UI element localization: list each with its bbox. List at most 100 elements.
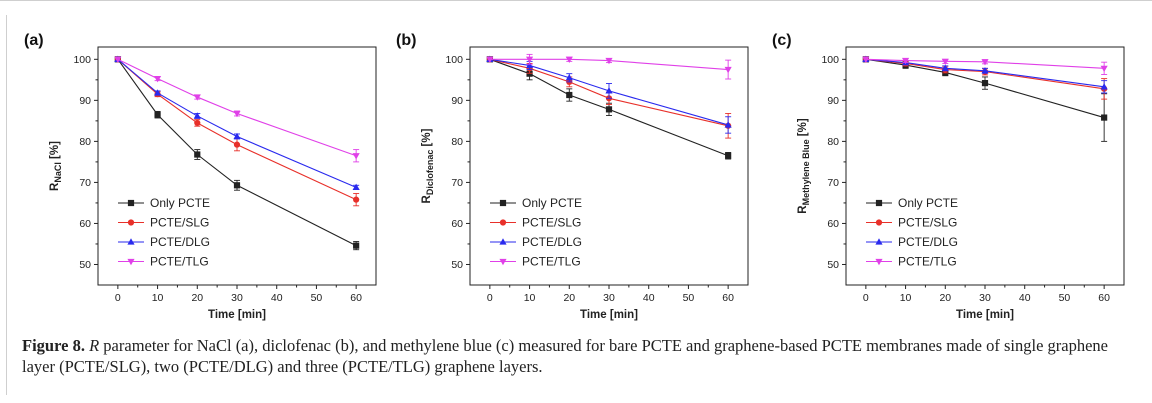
plot-frame-b — [469, 46, 749, 286]
x-tick-label-b-20: 20 — [563, 292, 575, 304]
x-tick-label-a-40: 40 — [271, 292, 283, 304]
legend-c: Only PCTE PCTE/SLG PCTE/DLG PCTE/TLG — [866, 196, 958, 269]
legend-label-c-2: PCTE/DLG — [898, 235, 958, 249]
data-point-a-1-2 — [194, 119, 201, 127]
legend-marker-c-0 — [875, 199, 883, 207]
x-tick-label-b-40: 40 — [643, 292, 655, 304]
data-point-b-2-3 — [605, 87, 613, 94]
x-tick-label-a-20: 20 — [191, 292, 203, 304]
y-axis-title-main-a: R — [49, 182, 61, 191]
x-tick-label-b-60: 60 — [722, 292, 734, 304]
x-tick-label-c-0: 0 — [863, 292, 869, 304]
legend-marker-b-2 — [499, 238, 507, 245]
legend-b: Only PCTE PCTE/SLG PCTE/DLG PCTE/TLG — [490, 196, 582, 269]
data-point-c-2-4 — [1100, 83, 1108, 90]
legend-marker-a-2 — [127, 238, 135, 245]
y-tick-label-a-70: 70 — [79, 177, 91, 189]
y-tick-label-b-50: 50 — [451, 259, 463, 271]
legend-marker-a-1 — [127, 219, 135, 226]
data-point-a-0-4 — [353, 242, 360, 249]
data-point-c-3-3 — [981, 59, 989, 66]
x-tick-label-b-10: 10 — [524, 292, 536, 304]
x-tick-label-b-0: 0 — [487, 292, 493, 304]
legend-label-c-1: PCTE/SLG — [898, 216, 957, 230]
x-tick-label-c-20: 20 — [939, 292, 951, 304]
data-point-b-2-1 — [526, 61, 534, 69]
y-axis-title-sub-a: NaCl — [53, 162, 63, 183]
x-tick-label-c-40: 40 — [1019, 292, 1031, 304]
y-tick-label-b-60: 60 — [451, 218, 463, 230]
x-tick-label-c-10: 10 — [900, 292, 912, 304]
y-tick-label-b-80: 80 — [451, 136, 463, 148]
data-point-a-2-4 — [352, 183, 360, 190]
x-tick-label-c-50: 50 — [1059, 292, 1071, 304]
series-a-2 — [114, 55, 360, 190]
panel-label-a: (a) — [24, 32, 44, 49]
panel-label-c: (c) — [772, 32, 792, 49]
caption-label: Figure 8. — [22, 336, 85, 355]
data-point-c-3-2 — [941, 58, 949, 66]
legend-label-a-0: Only PCTE — [150, 196, 210, 210]
y-tick-label-a-50: 50 — [79, 259, 91, 271]
legend-marker-b-3 — [499, 258, 507, 266]
x-tick-label-a-50: 50 — [311, 292, 323, 304]
data-point-c-0-4 — [1101, 114, 1108, 121]
panel-label-b: (b) — [396, 32, 416, 49]
x-tick-label-b-50: 50 — [683, 292, 695, 304]
y-tick-label-a-60: 60 — [79, 218, 91, 230]
data-point-b-3-2 — [565, 56, 573, 64]
series-line-a-2 — [117, 58, 357, 188]
chart-panel-a: (a) 0 10 20 30 40 50 60 50 60 70 80 90 100 Time [min] R… — [24, 32, 377, 321]
data-point-c-3-4 — [1100, 65, 1108, 73]
data-point-a-0-2 — [194, 151, 201, 158]
y-axis-title-suffix-b: [%] — [421, 128, 433, 149]
legend-label-c-3: PCTE/TLG — [898, 255, 957, 269]
legend-label-a-1: PCTE/SLG — [150, 216, 209, 230]
x-tick-label-a-0: 0 — [115, 292, 121, 304]
data-point-b-2-2 — [565, 74, 573, 81]
chart-panel-b: (b) 0 10 20 30 40 50 60 50 60 70 80 90 100 Time [min] R… — [396, 32, 749, 321]
data-point-a-2-1 — [154, 89, 162, 96]
figure-caption: Figure 8. R parameter for NaCl (a), dicl… — [22, 335, 1132, 377]
series-line-a-1 — [117, 58, 357, 201]
legend-marker-c-1 — [875, 219, 883, 226]
y-axis-title-b: RDiclofenac [%] — [421, 128, 435, 203]
legend-label-c-0: Only PCTE — [898, 196, 958, 210]
data-point-a-0-1 — [154, 111, 161, 118]
legend-marker-b-0 — [499, 199, 507, 207]
x-tick-label-a-30: 30 — [231, 292, 243, 304]
x-tick-label-c-60: 60 — [1098, 292, 1110, 304]
data-point-b-3-0 — [486, 56, 494, 64]
legend-marker-c-2 — [875, 238, 883, 245]
series-b-0 — [486, 56, 732, 160]
y-tick-label-c-80: 80 — [827, 136, 839, 148]
data-point-a-3-1 — [154, 75, 162, 83]
y-tick-label-c-70: 70 — [827, 177, 839, 189]
y-axis-title-suffix-a: [%] — [49, 141, 61, 162]
legend-a: Only PCTE PCTE/SLG PCTE/DLG PCTE/TLG — [118, 196, 210, 269]
y-axis-title-suffix-c: [%] — [797, 118, 809, 139]
data-point-c-2-2 — [941, 64, 949, 71]
x-tick-label-b-30: 30 — [603, 292, 615, 304]
y-tick-label-a-80: 80 — [79, 136, 91, 148]
legend-label-b-0: Only PCTE — [522, 196, 582, 210]
caption-text: parameter for NaCl (a), diclofenac (b), … — [22, 336, 1109, 376]
data-point-c-3-1 — [902, 57, 910, 65]
data-point-a-3-4 — [352, 153, 360, 160]
x-axis-title-c: Time [min] — [956, 309, 1014, 321]
data-point-a-2-2 — [193, 112, 201, 119]
plot-frame-a — [97, 46, 377, 286]
y-tick-label-a-100: 100 — [73, 54, 91, 66]
data-point-b-0-2 — [566, 91, 573, 99]
data-point-b-3-3 — [605, 57, 613, 65]
y-axis-title-a: RNaCl [%] — [49, 141, 63, 191]
y-axis-title-sub-b: Diclofenac — [425, 150, 435, 196]
legend-marker-a-0 — [127, 199, 135, 207]
data-point-a-3-2 — [193, 94, 201, 101]
x-tick-label-c-30: 30 — [979, 292, 991, 304]
y-tick-label-b-90: 90 — [451, 95, 463, 107]
data-point-a-3-0 — [114, 56, 122, 64]
y-axis-title-main-c: R — [797, 205, 809, 214]
data-point-a-1-3 — [233, 141, 241, 148]
x-axis-title-a: Time [min] — [208, 309, 266, 321]
